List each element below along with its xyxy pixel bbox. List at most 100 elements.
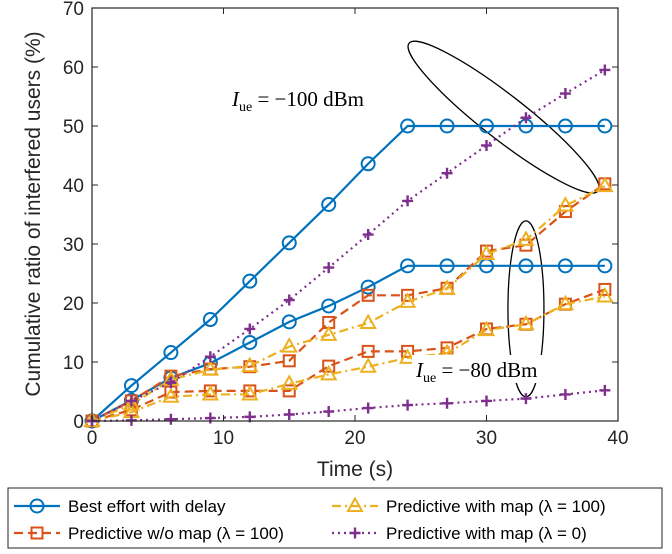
annotation-80dbm-box: Iue = −80 dBm (412, 355, 598, 386)
series-line (91, 182, 606, 422)
series-line (91, 69, 606, 422)
legend-swatch-marker (29, 498, 45, 514)
data-point (441, 167, 453, 179)
data-point (201, 360, 220, 376)
data-point (321, 298, 337, 314)
data-point (599, 384, 611, 396)
legend-item-predictive_map_100: Predictive with map (λ = 100) (332, 496, 606, 516)
data-point (361, 288, 375, 302)
data-point (520, 112, 532, 124)
data-point (597, 258, 613, 274)
data-point (360, 279, 376, 295)
data-point (241, 356, 259, 373)
data-point (481, 139, 492, 151)
data-point (361, 344, 375, 358)
data-point (596, 176, 614, 193)
data-point (242, 335, 258, 351)
data-point (282, 354, 296, 368)
data-point (556, 196, 575, 212)
data-point (125, 395, 137, 407)
legend-label: Best effort with delay (68, 497, 226, 516)
legend-item-best_effort: Best effort with delay (14, 497, 226, 516)
data-point (123, 378, 139, 394)
data-point (283, 409, 295, 421)
legend-item-predictive_map_0: Predictive with map (λ = 0) (332, 524, 587, 543)
data-point (242, 273, 258, 289)
y-tick-label: 0 (73, 412, 84, 433)
legend-label: Predictive w/o map (λ = 100) (68, 524, 284, 543)
data-point (441, 397, 453, 409)
data-point (518, 258, 534, 274)
legend-swatch-marker (346, 496, 364, 512)
data-point (165, 413, 177, 425)
annotation-ellipses (407, 40, 600, 398)
data-point (401, 288, 415, 302)
legend-swatch-marker (349, 527, 361, 539)
legend-box (7, 487, 663, 549)
data-point (599, 64, 611, 76)
y-tick-label: 10 (63, 353, 84, 374)
data-point (597, 118, 613, 134)
data-point (398, 348, 417, 364)
x-tick-label: 20 (344, 428, 365, 449)
data-point (201, 384, 220, 401)
data-point (556, 294, 575, 311)
y-tick-label: 30 (63, 235, 84, 256)
data-point (402, 195, 414, 207)
data-point (477, 244, 496, 261)
data-point (400, 258, 416, 274)
x-tick-label: 0 (87, 428, 98, 449)
legend-label: Predictive with map (λ = 0) (386, 524, 587, 543)
data-point (163, 345, 179, 361)
x-tick-label: 10 (213, 428, 234, 449)
y-axis-label: Cumulative ratio of interfered users (%) (22, 31, 45, 396)
data-point (557, 258, 573, 274)
data-point (204, 412, 216, 424)
data-point (359, 313, 377, 330)
legend: Best effort with delay Predictive with ma… (7, 487, 663, 549)
annotation-80dbm: Iue = −80 dBm (415, 358, 538, 386)
annotation-100dbm: Iue = −100 dBm (231, 87, 364, 115)
x-tick-label: 30 (476, 428, 497, 449)
y-tick-label: 50 (63, 117, 84, 138)
y-tick-label: 60 (63, 58, 84, 79)
ellipse-100dbm (407, 40, 600, 194)
series-predictive_map_100-4 (83, 176, 614, 427)
data-point (359, 357, 377, 373)
data-point (202, 312, 218, 328)
data-point (122, 394, 141, 411)
data-point (362, 229, 374, 241)
data-point (280, 374, 298, 390)
data-point (438, 279, 456, 295)
data-point (280, 337, 298, 353)
series-line (91, 295, 606, 423)
y-tick-label: 70 (63, 0, 84, 20)
data-point (596, 286, 614, 303)
data-point (481, 395, 492, 407)
data-point (281, 314, 297, 330)
series-predictive_map_0-6 (86, 64, 611, 427)
data-point (362, 402, 374, 414)
data-point (323, 262, 335, 274)
data-point (162, 387, 180, 403)
data-point (479, 118, 494, 134)
data-point (517, 230, 535, 246)
data-point (477, 320, 496, 337)
axis-ticks: 0 10 20 30 40 0 10 20 30 40 50 60 70 (63, 0, 629, 449)
legend-label: Predictive with map (λ = 100) (386, 497, 606, 516)
data-point (598, 282, 612, 296)
data-point (559, 388, 571, 400)
data-point (557, 118, 573, 134)
data-point (319, 364, 338, 381)
data-point (244, 323, 256, 335)
data-point (322, 359, 336, 373)
data-point (402, 399, 414, 411)
data-point (241, 384, 259, 401)
data-point (282, 384, 296, 398)
x-tick-label: 40 (607, 428, 628, 449)
data-point (400, 118, 416, 134)
data-point (559, 88, 571, 100)
data-point (398, 292, 417, 308)
data-point (319, 325, 338, 341)
